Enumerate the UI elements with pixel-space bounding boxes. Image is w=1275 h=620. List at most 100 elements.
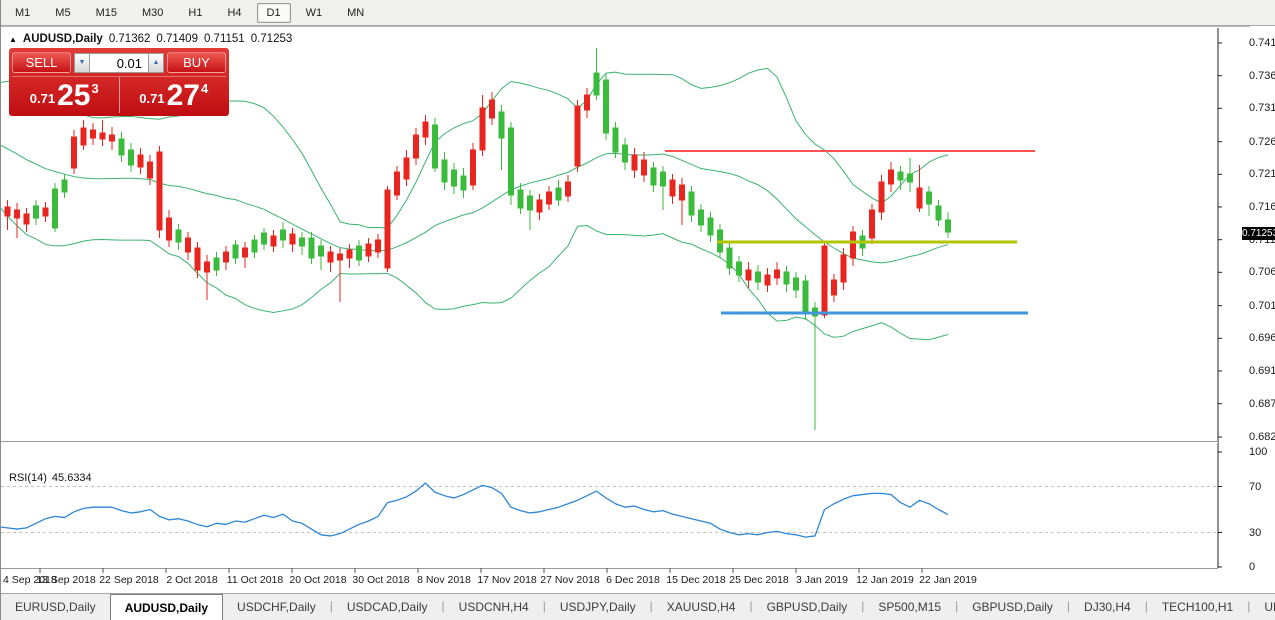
chart-tab-ukoil-h1[interactable]: UKOil,H1: [1264, 600, 1275, 614]
buy-price-quote[interactable]: 0.71 27 4: [122, 77, 227, 113]
date-axis-label: 2 Oct 2018: [166, 574, 218, 586]
rsi-value: 45.6334: [51, 472, 92, 484]
chart-tab-sp500-m15[interactable]: SP500,M15: [878, 600, 942, 614]
chart-tab-usdchf-daily[interactable]: USDCHF,Daily: [237, 600, 316, 614]
lot-size-input[interactable]: 0.01: [90, 52, 148, 73]
price-axis-label: 0.70670: [1249, 266, 1275, 279]
tab-separator: |: [329, 599, 333, 613]
chart-tab-gbpusd-daily[interactable]: GBPUSD,Daily: [972, 600, 1053, 614]
ohlc-low: 0.71151: [203, 33, 245, 45]
timeframe-button-w1[interactable]: W1: [305, 6, 323, 19]
rsi-axis-label: 100: [1249, 446, 1268, 458]
chart-symbol-label: AUDUSD,Daily: [22, 33, 103, 45]
current-price-tag: 0.71253: [1242, 226, 1275, 240]
date-axis-label: 20 Oct 2018: [289, 574, 347, 586]
price-axis-label: 0.68200: [1249, 431, 1275, 443]
date-axis-label: 11 Oct 2018: [226, 574, 284, 586]
date-axis-label: 4 Sep 2018: [3, 574, 57, 586]
timeframe-button-mn[interactable]: MN: [347, 6, 365, 19]
timeframe-button-m5[interactable]: M5: [55, 6, 71, 19]
chart-tab-tech100-h1[interactable]: TECH100,H1: [1161, 600, 1234, 614]
rsi-axis-label: 30: [1249, 526, 1262, 539]
tab-separator: |: [1144, 599, 1148, 613]
tab-separator: |: [441, 599, 445, 613]
chart-tab-dj30-h4[interactable]: DJ30,H4: [1084, 600, 1131, 614]
bollinger-middle-band: [1, 144, 949, 264]
rsi-axis-label: 0: [1249, 561, 1256, 573]
timeframe-button-m15[interactable]: M15: [95, 6, 117, 19]
timeframe-button-h4[interactable]: H4: [227, 6, 242, 19]
tab-separator: |: [1247, 599, 1251, 613]
chart-tab-usdcnh-h4[interactable]: USDCNH,H4: [458, 600, 529, 614]
lot-decrease-button[interactable]: ▼: [74, 52, 90, 73]
price-axis-label: 0.69190: [1249, 365, 1275, 377]
buy-button[interactable]: BUY: [167, 52, 226, 73]
tab-separator: |: [1066, 599, 1071, 613]
date-axis-label: 13 Sep 2018: [36, 574, 96, 586]
ohlc-close: 0.71253: [250, 33, 293, 45]
date-axis-label: 3 Jan 2019: [796, 574, 848, 586]
buy-price-main: 27: [166, 79, 200, 112]
tab-separator: |: [649, 599, 653, 613]
rsi-label: RSI(14): [9, 472, 47, 484]
date-axis-label: 8 Nov 2018: [417, 574, 471, 586]
timeframe-toolbar: M1 M5 M15 M30 H1 H4 D1 W1 MN: [1, 0, 1275, 26]
price-axis-label: 0.72630: [1249, 135, 1275, 148]
date-axis-label: 17 Nov 2018: [477, 574, 537, 586]
buy-price-pipette: 4: [200, 81, 209, 96]
rsi-line: [1, 482, 949, 538]
lot-increase-button[interactable]: ▲: [148, 52, 164, 73]
date-axis-label: 25 Dec 2018: [729, 574, 789, 586]
price-axis-label: 0.73620: [1249, 69, 1275, 82]
date-axis-label: 22 Sep 2018: [99, 574, 159, 586]
date-axis-label: 30 Oct 2018: [352, 574, 410, 586]
symbol-tabbar: EURUSD,Daily AUDUSD,Daily USDCHF,Daily | USD…: [1, 593, 1275, 620]
sell-price-prefix: 0.71: [29, 91, 56, 106]
chart-tab-gbpusd-daily[interactable]: GBPUSD,Daily: [766, 600, 848, 614]
date-axis-label: 27 Nov 2018: [540, 574, 600, 586]
rsi-indicator-caption: RSI(14) 45.6334: [9, 472, 92, 484]
symbol-marker-icon: ▲: [9, 34, 17, 44]
date-axis-label: 22 Jan 2019: [919, 574, 977, 586]
date-axis-label: 6 Dec 2018: [606, 574, 660, 586]
date-axis-label: 15 Dec 2018: [666, 574, 726, 586]
bollinger-upper-band: [1, 67, 949, 229]
sell-button[interactable]: SELL: [12, 52, 71, 73]
sell-price-quote[interactable]: 0.71 25 3: [12, 77, 117, 113]
one-click-trading-panel: SELL ▼ 0.01 ▲ BUY 0.71 25 3 0.71 27: [9, 48, 229, 116]
ohlc-high: 0.71409: [156, 33, 198, 45]
timeframe-button-h1[interactable]: H1: [188, 6, 203, 19]
chart-tab-eurusd-daily[interactable]: EURUSD,Daily: [15, 600, 96, 614]
price-axis-label: 0.74110: [1249, 37, 1275, 49]
chart-tab-usdjpy-daily[interactable]: USDJPY,Daily: [559, 600, 636, 614]
chart-tab-audusd-daily[interactable]: AUDUSD,Daily: [109, 594, 224, 620]
price-axis-label: 0.72140: [1249, 168, 1275, 181]
timeframe-button-m1[interactable]: M1: [15, 6, 31, 19]
sell-price-pipette: 3: [91, 81, 99, 96]
price-axis-label: 0.69680: [1249, 332, 1275, 345]
bollinger-lower-band: [1, 207, 949, 341]
chart-canvas[interactable]: ▲ AUDUSD,Daily 0.71362 0.71409 0.71151 0…: [1, 26, 1275, 620]
chart-tab-xauusd-h4[interactable]: XAUUSD,H4: [666, 600, 736, 614]
buy-price-prefix: 0.71: [139, 91, 165, 106]
tab-separator: |: [861, 599, 865, 613]
rsi-axis-label: 70: [1249, 480, 1262, 493]
price-axis-label: 0.73130: [1249, 102, 1275, 115]
tab-separator: |: [955, 599, 959, 613]
candle-series: [4, 48, 951, 430]
price-axis-label: 0.68700: [1249, 397, 1275, 410]
sell-price-main: 25: [57, 79, 91, 112]
tab-separator: |: [542, 599, 546, 613]
timeframe-button-m30[interactable]: M30: [141, 6, 164, 19]
price-axis-label: 0.71650: [1249, 201, 1275, 213]
date-axis-label: 12 Jan 2019: [856, 574, 914, 586]
chart-title: ▲ AUDUSD,Daily 0.71362 0.71409 0.71151 0…: [9, 33, 292, 45]
ohlc-open: 0.71362: [108, 33, 151, 45]
timeframe-button-d1[interactable]: D1: [256, 2, 291, 23]
chart-tab-usdcad-daily[interactable]: USDCAD,Daily: [346, 600, 428, 614]
tab-separator: |: [749, 599, 753, 613]
price-chart-svg: [1, 26, 1250, 573]
price-axis-label: 0.70170: [1249, 299, 1275, 312]
quote-divider: [118, 77, 120, 113]
